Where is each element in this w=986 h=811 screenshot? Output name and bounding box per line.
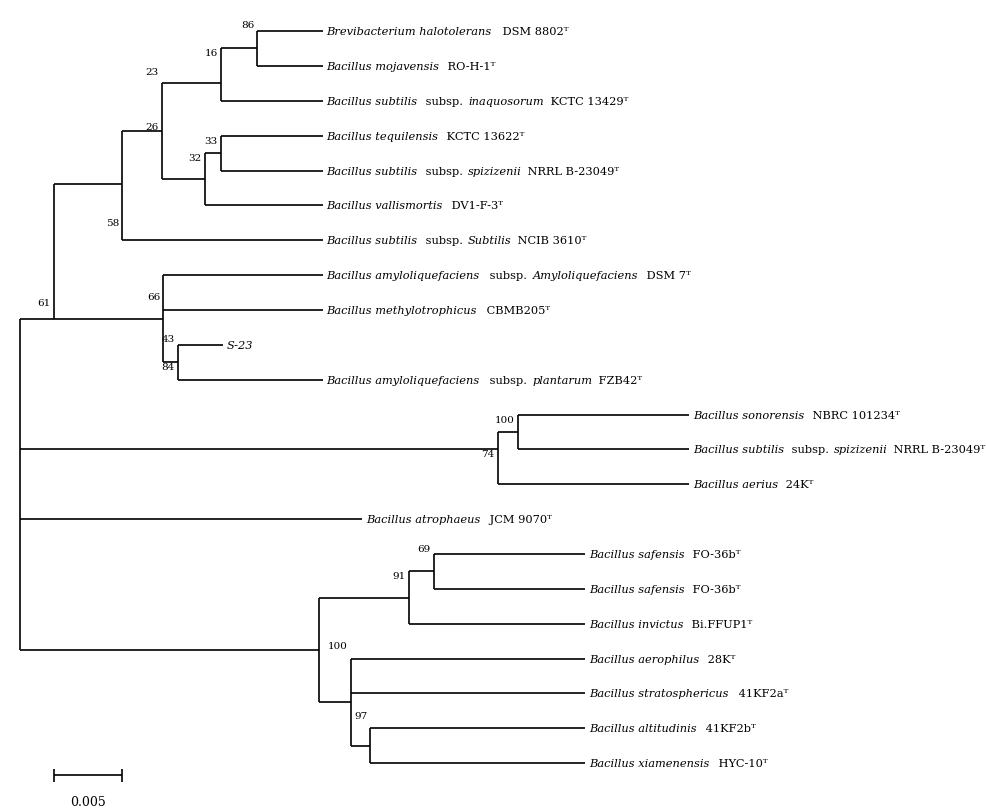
Text: subsp.: subsp.	[422, 166, 466, 176]
Text: subsp.: subsp.	[422, 97, 466, 107]
Text: KCTC 13429ᵀ: KCTC 13429ᵀ	[547, 97, 628, 107]
Text: DSM 8802ᵀ: DSM 8802ᵀ	[499, 27, 568, 37]
Text: S-23: S-23	[227, 341, 253, 350]
Text: Bacillus mojavensis: Bacillus mojavensis	[326, 62, 440, 72]
Text: Bacillus stratosphericus: Bacillus stratosphericus	[590, 689, 729, 698]
Text: DSM 7ᵀ: DSM 7ᵀ	[643, 271, 690, 281]
Text: subsp.: subsp.	[486, 375, 530, 385]
Text: spizizenii: spizizenii	[468, 166, 522, 176]
Text: Bacillus amyloliquefaciens: Bacillus amyloliquefaciens	[326, 375, 480, 385]
Text: Bacillus atrophaeus: Bacillus atrophaeus	[367, 514, 481, 525]
Text: DV1-F-3ᵀ: DV1-F-3ᵀ	[448, 201, 503, 211]
Text: 24Kᵀ: 24Kᵀ	[782, 479, 812, 490]
Text: KCTC 13622ᵀ: KCTC 13622ᵀ	[444, 131, 525, 141]
Text: Bacillus amyloliquefaciens: Bacillus amyloliquefaciens	[326, 271, 480, 281]
Text: Brevibacterium halotolerans: Brevibacterium halotolerans	[326, 27, 492, 37]
Text: Bacillus vallismortis: Bacillus vallismortis	[326, 201, 443, 211]
Text: NBRC 101234ᵀ: NBRC 101234ᵀ	[809, 410, 899, 420]
Text: Subtilis: Subtilis	[468, 236, 512, 246]
Text: 61: 61	[37, 299, 50, 308]
Text: Bacillus subtilis: Bacillus subtilis	[326, 97, 418, 107]
Text: subsp.: subsp.	[788, 445, 832, 455]
Text: 100: 100	[495, 416, 515, 425]
Text: Bacillus subtilis: Bacillus subtilis	[693, 445, 784, 455]
Text: Bacillus safensis: Bacillus safensis	[590, 584, 685, 594]
Text: 74: 74	[481, 449, 495, 458]
Text: 0.005: 0.005	[70, 795, 106, 808]
Text: NRRL B-23049ᵀ: NRRL B-23049ᵀ	[890, 445, 985, 455]
Text: 33: 33	[204, 137, 218, 146]
Text: 41KF2bᵀ: 41KF2bᵀ	[701, 723, 755, 733]
Text: RO-H-1ᵀ: RO-H-1ᵀ	[445, 62, 496, 72]
Text: FZB42ᵀ: FZB42ᵀ	[596, 375, 643, 385]
Text: 66: 66	[147, 293, 160, 302]
Text: Bi.FFUP1ᵀ: Bi.FFUP1ᵀ	[688, 619, 752, 629]
Text: inaquosorum: inaquosorum	[468, 97, 543, 107]
Text: HYC-10ᵀ: HYC-10ᵀ	[715, 758, 767, 768]
Text: Bacillus safensis: Bacillus safensis	[590, 549, 685, 560]
Text: Bacillus invictus: Bacillus invictus	[590, 619, 684, 629]
Text: 23: 23	[145, 67, 159, 76]
Text: Bacillus sonorensis: Bacillus sonorensis	[693, 410, 805, 420]
Text: Amyloliquefaciens: Amyloliquefaciens	[532, 271, 638, 281]
Text: Bacillus aerophilus: Bacillus aerophilus	[590, 654, 700, 663]
Text: Bacillus xiamenensis: Bacillus xiamenensis	[590, 758, 710, 768]
Text: 28Kᵀ: 28Kᵀ	[704, 654, 736, 663]
Text: FO-36bᵀ: FO-36bᵀ	[689, 584, 740, 594]
Text: subsp.: subsp.	[486, 271, 530, 281]
Text: 84: 84	[162, 363, 175, 371]
Text: NRRL B-23049ᵀ: NRRL B-23049ᵀ	[525, 166, 619, 176]
Text: FO-36bᵀ: FO-36bᵀ	[689, 549, 740, 560]
Text: 43: 43	[162, 335, 175, 344]
Text: Bacillus altitudinis: Bacillus altitudinis	[590, 723, 697, 733]
Text: NCIB 3610ᵀ: NCIB 3610ᵀ	[514, 236, 586, 246]
Text: 58: 58	[106, 219, 119, 228]
Text: Bacillus subtilis: Bacillus subtilis	[326, 236, 418, 246]
Text: 91: 91	[392, 572, 405, 581]
Text: Bacillus tequilensis: Bacillus tequilensis	[326, 131, 439, 141]
Text: 16: 16	[204, 49, 218, 58]
Text: 97: 97	[354, 710, 367, 719]
Text: subsp.: subsp.	[422, 236, 466, 246]
Text: JCM 9070ᵀ: JCM 9070ᵀ	[486, 514, 551, 525]
Text: 32: 32	[188, 153, 201, 162]
Text: plantarum: plantarum	[532, 375, 593, 385]
Text: 41KF2aᵀ: 41KF2aᵀ	[735, 689, 788, 698]
Text: Bacillus subtilis: Bacillus subtilis	[326, 166, 418, 176]
Text: Bacillus aerius: Bacillus aerius	[693, 479, 778, 490]
Text: 69: 69	[418, 545, 431, 554]
Text: 26: 26	[145, 123, 159, 132]
Text: 86: 86	[241, 21, 254, 30]
Text: Bacillus methylotrophicus: Bacillus methylotrophicus	[326, 306, 477, 315]
Text: spizizenii: spizizenii	[834, 445, 888, 455]
Text: CBMB205ᵀ: CBMB205ᵀ	[483, 306, 550, 315]
Text: 100: 100	[327, 641, 347, 650]
